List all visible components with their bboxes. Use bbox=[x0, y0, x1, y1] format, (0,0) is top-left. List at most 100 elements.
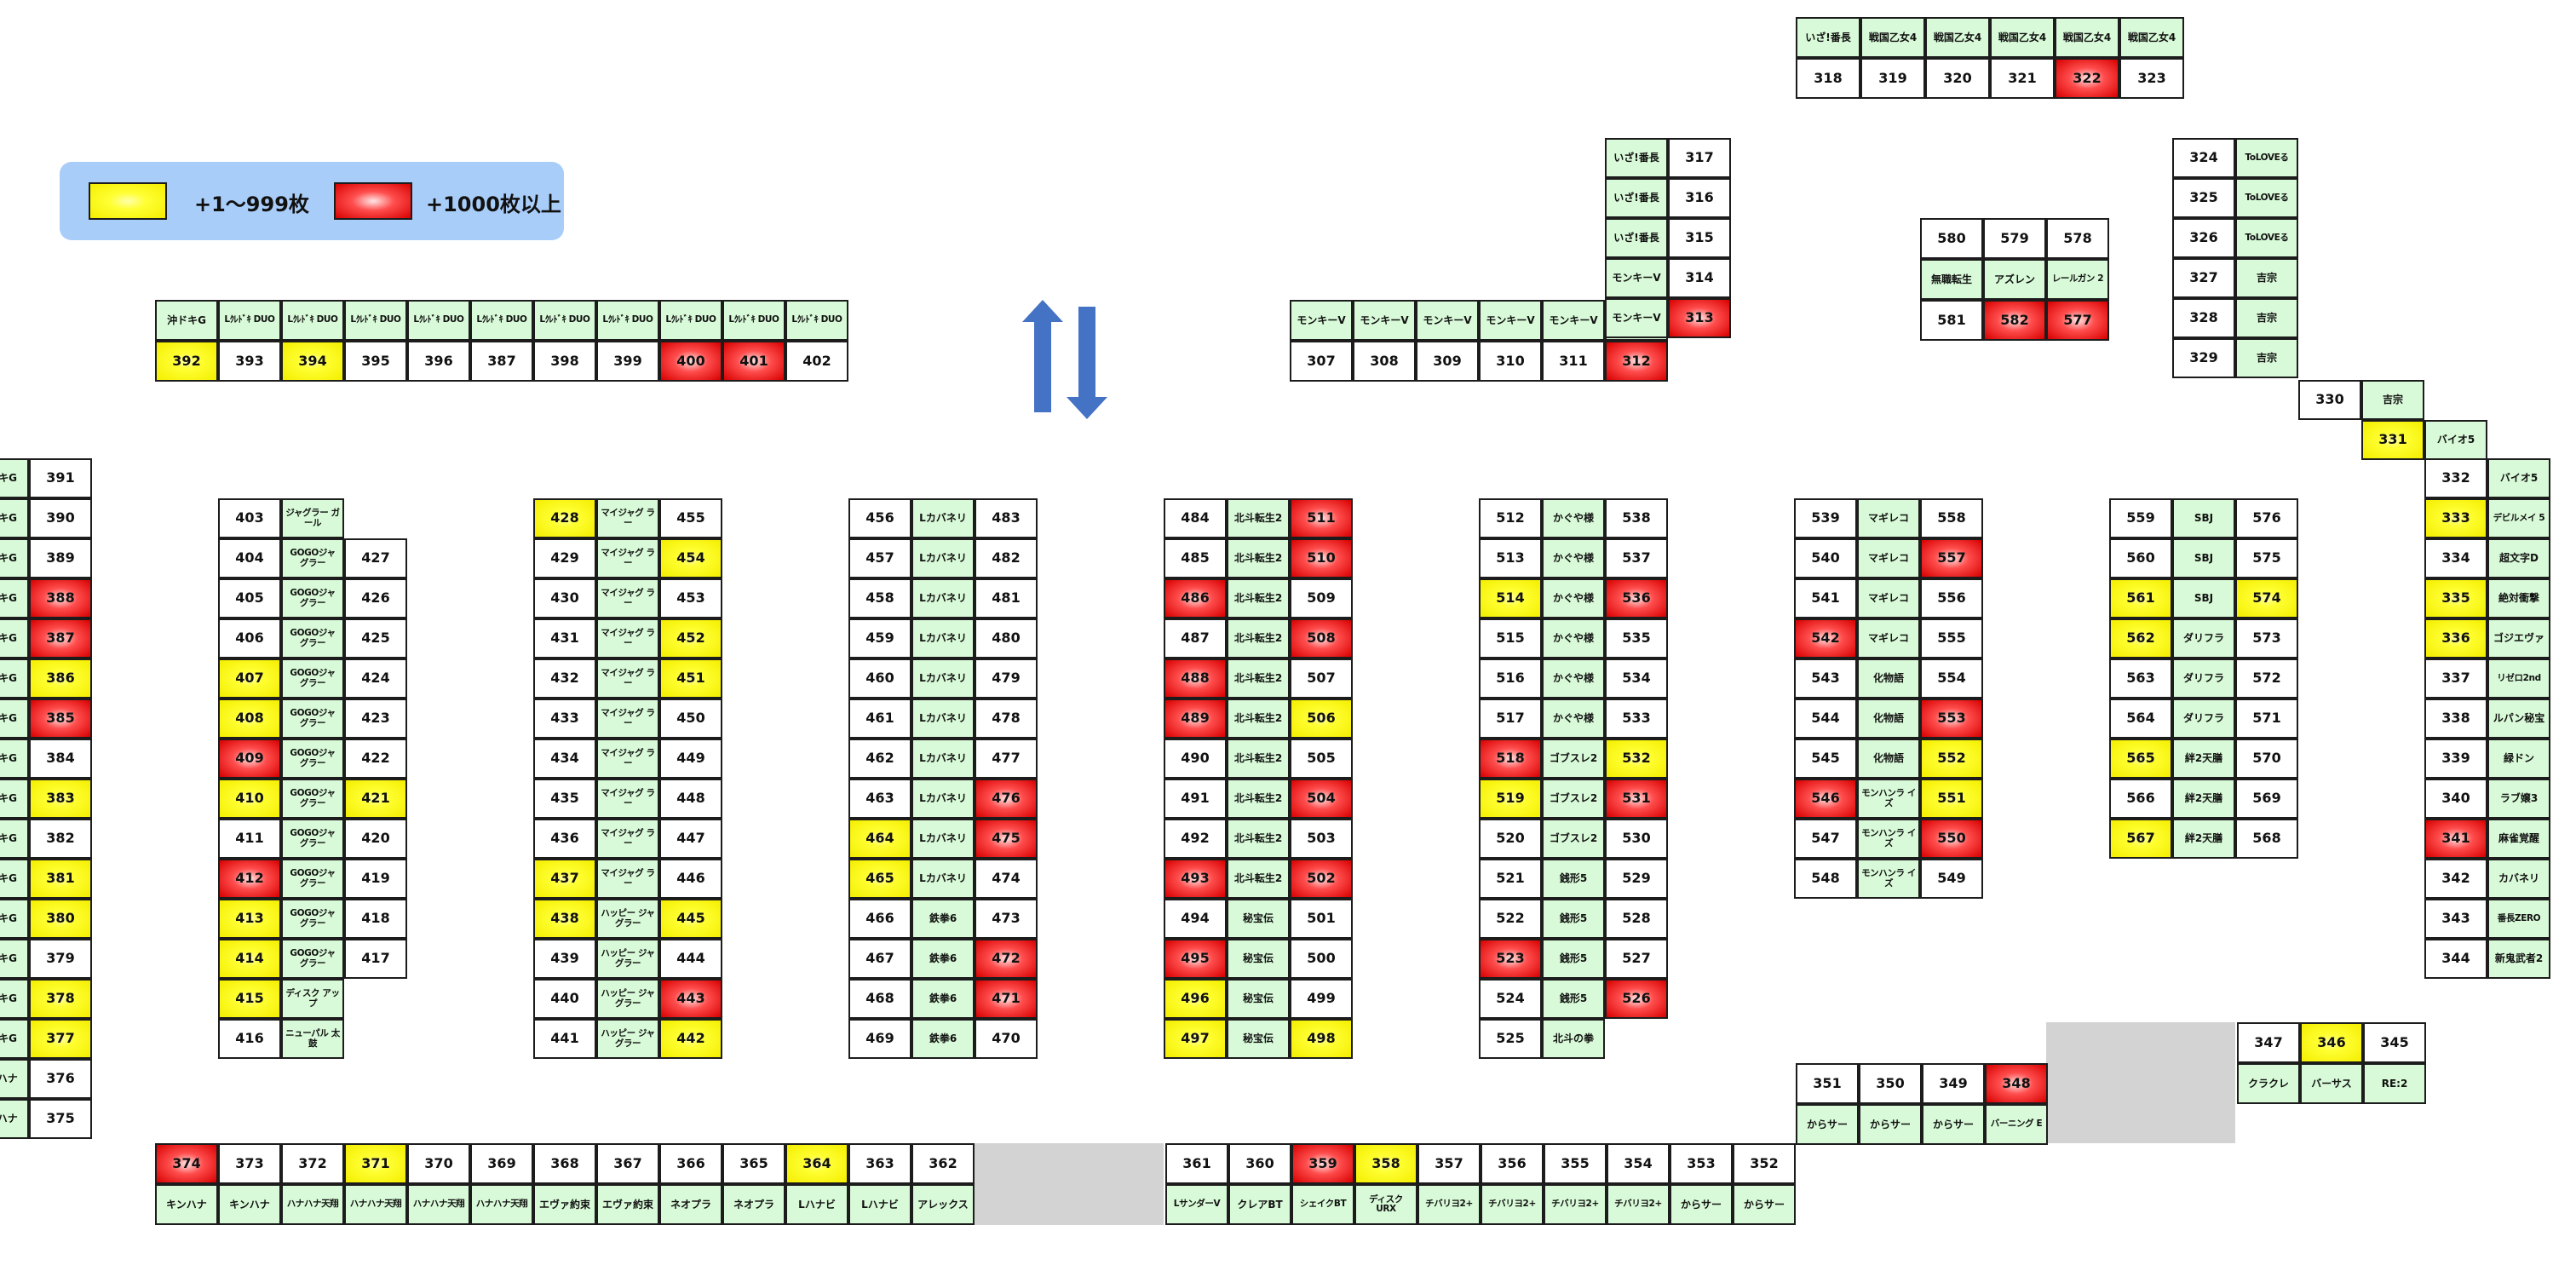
machine-number-405: 405 bbox=[218, 578, 281, 618]
machine-number-444: 444 bbox=[659, 939, 722, 979]
machine-number-460: 460 bbox=[848, 659, 911, 699]
machine-number-390: 390 bbox=[29, 498, 92, 538]
machine-name-349: からサー bbox=[1922, 1104, 1985, 1145]
machine-number-384: 384 bbox=[29, 739, 92, 779]
machine-number-527: 527 bbox=[1605, 939, 1668, 979]
machine-number-336: 336 bbox=[2424, 618, 2487, 659]
machine-name-317: いざ!番長 bbox=[1605, 138, 1668, 178]
machine-number-519: 519 bbox=[1479, 779, 1542, 819]
machine-number-577: 577 bbox=[2046, 300, 2109, 341]
machine-number-326: 326 bbox=[2172, 218, 2235, 258]
machine-number-475: 475 bbox=[975, 819, 1038, 859]
machine-name-582: アズレン bbox=[1983, 259, 2046, 300]
machine-number-580: 580 bbox=[1920, 218, 1983, 259]
machine-name-550: モンハンラ イズ bbox=[1857, 819, 1920, 859]
machine-number-482: 482 bbox=[975, 538, 1038, 578]
machine-number-368: 368 bbox=[533, 1143, 596, 1184]
machine-name-366: ネオプラ bbox=[659, 1184, 722, 1225]
machine-number-423: 423 bbox=[344, 699, 407, 739]
machine-name-446: マイジャグ ラー bbox=[596, 859, 659, 899]
machine-number-555: 555 bbox=[1920, 618, 1983, 659]
machine-number-526: 526 bbox=[1605, 979, 1668, 1019]
machine-name-454: マイジャグ ラー bbox=[596, 538, 659, 578]
machine-number-543: 543 bbox=[1794, 659, 1857, 699]
machine-name-389: 沖ドキG bbox=[0, 538, 29, 578]
machine-number-316: 316 bbox=[1668, 178, 1731, 218]
machine-name-391: 沖ドキG bbox=[0, 458, 29, 498]
machine-number-451: 451 bbox=[659, 659, 722, 699]
machine-number-389: 389 bbox=[29, 538, 92, 578]
machine-number-578: 578 bbox=[2046, 218, 2109, 259]
machine-number-514: 514 bbox=[1479, 578, 1542, 618]
machine-name-418: GOGOジャ グラー bbox=[281, 899, 344, 939]
machine-number-517: 517 bbox=[1479, 699, 1542, 739]
machine-number-425: 425 bbox=[344, 618, 407, 659]
machine-number-470: 470 bbox=[975, 1019, 1038, 1059]
machine-number-525: 525 bbox=[1479, 1019, 1542, 1059]
machine-name-499: 秘宝伝 bbox=[1227, 979, 1290, 1019]
machine-number-383: 383 bbox=[29, 779, 92, 819]
machine-number-429: 429 bbox=[533, 538, 596, 578]
machine-name-530: ゴブスレ2 bbox=[1542, 819, 1605, 859]
machine-number-499: 499 bbox=[1290, 979, 1353, 1019]
machine-number-379: 379 bbox=[29, 939, 92, 979]
machine-number-415: 415 bbox=[218, 979, 281, 1019]
machine-number-462: 462 bbox=[848, 739, 911, 779]
machine-number-581: 581 bbox=[1920, 300, 1983, 341]
machine-number-363: 363 bbox=[848, 1143, 911, 1184]
machine-name-448: マイジャグ ラー bbox=[596, 779, 659, 819]
machine-number-465: 465 bbox=[848, 859, 911, 899]
machine-name-525: 北斗の拳 bbox=[1542, 1019, 1605, 1059]
machine-number-572: 572 bbox=[2235, 659, 2298, 699]
machine-name-335: 絶対衝撃 bbox=[2487, 578, 2550, 618]
machine-number-552: 552 bbox=[1920, 739, 1983, 779]
machine-number-450: 450 bbox=[659, 699, 722, 739]
machine-number-412: 412 bbox=[218, 859, 281, 899]
machine-number-307: 307 bbox=[1290, 341, 1353, 382]
machine-name-376: キンハナ bbox=[0, 1059, 29, 1099]
machine-number-438: 438 bbox=[533, 899, 596, 939]
machine-number-419: 419 bbox=[344, 859, 407, 899]
machine-number-442: 442 bbox=[659, 1019, 722, 1059]
machine-number-463: 463 bbox=[848, 779, 911, 819]
machine-name-481: Lカバネリ bbox=[911, 578, 975, 618]
machine-number-337: 337 bbox=[2424, 659, 2487, 699]
machine-name-324: ToLOVEる bbox=[2235, 138, 2298, 178]
machine-name-339: 緑ドン bbox=[2487, 739, 2550, 779]
machine-name-571: ダリフラ bbox=[2172, 699, 2235, 739]
machine-number-515: 515 bbox=[1479, 618, 1542, 659]
machine-name-353: からサー bbox=[1670, 1184, 1733, 1225]
machine-number-532: 532 bbox=[1605, 739, 1668, 779]
machine-name-535: かぐや様 bbox=[1542, 618, 1605, 659]
machine-number-489: 489 bbox=[1164, 699, 1227, 739]
machine-number-498: 498 bbox=[1290, 1019, 1353, 1059]
machine-name-473: 鉄拳6 bbox=[911, 899, 975, 939]
machine-name-333: デビルメイ 5 bbox=[2487, 498, 2550, 538]
machine-name-531: ゴブスレ2 bbox=[1542, 779, 1605, 819]
machine-number-542: 542 bbox=[1794, 618, 1857, 659]
machine-name-381: 沖ドキG bbox=[0, 859, 29, 899]
machine-name-386: 沖ドキG bbox=[0, 659, 29, 699]
machine-number-426: 426 bbox=[344, 578, 407, 618]
machine-name-388: 沖ドキG bbox=[0, 578, 29, 618]
legend-label-yellow: +1～999枚 bbox=[194, 193, 309, 216]
machine-name-401: Lｸﾚﾄﾞｷ DUO bbox=[722, 300, 785, 341]
machine-number-350: 350 bbox=[1859, 1063, 1922, 1104]
machine-name-426: GOGOジャ グラー bbox=[281, 578, 344, 618]
machine-number-443: 443 bbox=[659, 979, 722, 1019]
machine-name-504: 北斗転生2 bbox=[1227, 779, 1290, 819]
machine-name-416: ニューパル 太鼓 bbox=[281, 1019, 344, 1059]
machine-number-351: 351 bbox=[1796, 1063, 1859, 1104]
machine-name-527: 銭形5 bbox=[1542, 939, 1605, 979]
machine-name-387: 沖ドキG bbox=[0, 618, 29, 659]
machine-name-393: Lｸﾚﾄﾞｷ DUO bbox=[218, 300, 281, 341]
machine-number-502: 502 bbox=[1290, 859, 1353, 899]
machine-number-315: 315 bbox=[1668, 218, 1731, 258]
machine-name-318: いざ!番長 bbox=[1796, 17, 1860, 58]
machine-number-481: 481 bbox=[975, 578, 1038, 618]
machine-number-410: 410 bbox=[218, 779, 281, 819]
machine-number-375: 375 bbox=[29, 1099, 92, 1139]
machine-number-503: 503 bbox=[1290, 819, 1353, 859]
machine-number-361: 361 bbox=[1165, 1143, 1228, 1184]
machine-number-570: 570 bbox=[2235, 739, 2298, 779]
